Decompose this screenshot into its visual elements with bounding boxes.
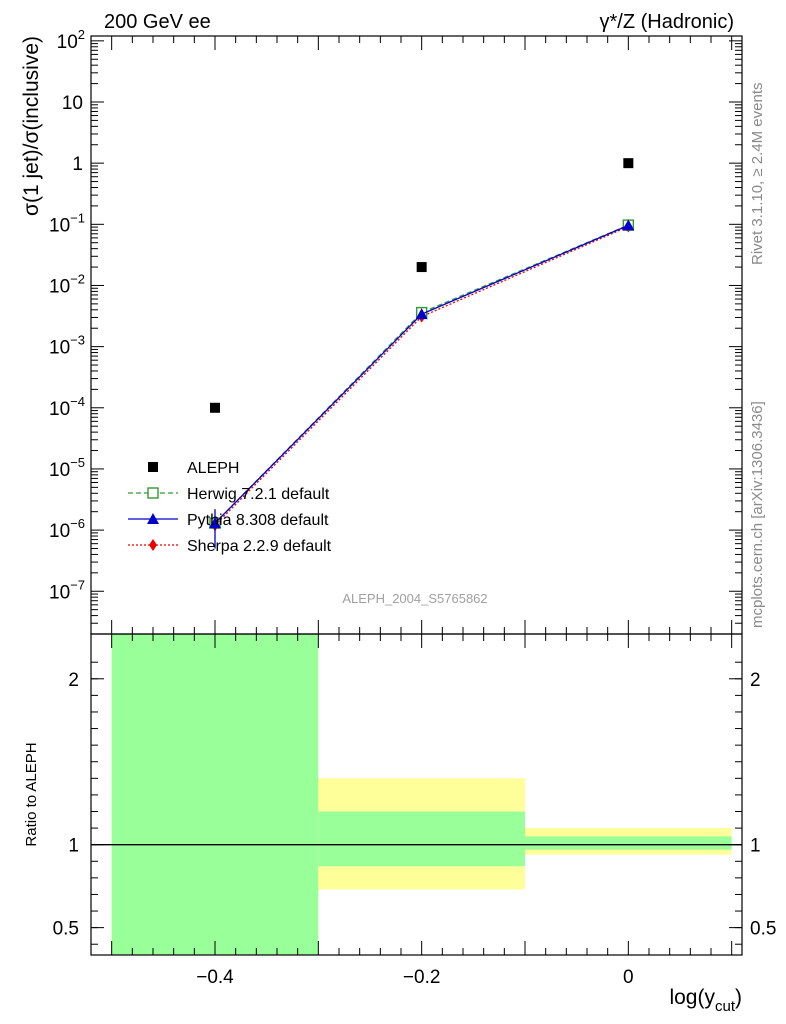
mcplots-label: mcplots.cern.ch [arXiv:1306.3436] bbox=[749, 401, 766, 628]
ratio-y-tick-label-right: 1 bbox=[750, 836, 761, 857]
ratio-y-tick-label-right: 2 bbox=[750, 670, 761, 691]
rivet-version-label: Rivet 3.1.10, ≥ 2.4M events bbox=[749, 83, 766, 266]
ratio-stat-band-0 bbox=[111, 634, 319, 955]
main-y-axis-label: σ(1 jet)/σ(inclusive) bbox=[20, 36, 43, 216]
pythia-point bbox=[209, 517, 221, 529]
ratio-bands bbox=[91, 634, 742, 955]
legend-marker-sherpa bbox=[149, 539, 157, 551]
main-y-tick-label: 10−2 bbox=[49, 271, 85, 297]
ratio-y-tick-label: 1 bbox=[68, 836, 79, 857]
pythia-point bbox=[415, 308, 428, 320]
legend-label-aleph: ALEPH bbox=[187, 460, 239, 477]
aleph-point bbox=[416, 262, 427, 273]
main-y-tick-label: 10 bbox=[62, 93, 83, 114]
main-y-tick-label: 10−7 bbox=[49, 577, 85, 603]
legend-label-herwig: Herwig 7.2.1 default bbox=[187, 486, 330, 503]
main-y-tick-label: 102 bbox=[57, 27, 85, 53]
main-y-tick-label: 10−4 bbox=[49, 394, 85, 420]
legend-marker-herwig bbox=[147, 487, 159, 499]
legend-label-sherpa: Sherpa 2.2.9 default bbox=[187, 538, 332, 555]
aleph-point bbox=[210, 402, 220, 413]
watermark: ALEPH_2004_S5765862 bbox=[342, 591, 487, 606]
legend-marker-aleph bbox=[148, 462, 158, 472]
main-y-tick-label: 10−6 bbox=[49, 516, 85, 542]
legend-marker-pythia bbox=[147, 513, 159, 524]
aleph-point bbox=[623, 158, 634, 169]
header-right: γ*/Z (Hadronic) bbox=[600, 11, 734, 33]
ratio-y-axis-label: Ratio to ALEPH bbox=[23, 742, 40, 846]
main-y-tick-label: 10−5 bbox=[49, 455, 85, 481]
x-tick-label: −0.4 bbox=[196, 967, 234, 988]
header-left: 200 GeV ee bbox=[104, 11, 211, 33]
main-series bbox=[209, 158, 635, 549]
legend: ALEPH Herwig 7.2.1 default Pythia 8.308 de… bbox=[128, 460, 332, 555]
x-tick-label: −0.2 bbox=[403, 967, 441, 988]
x-tick-label: 0 bbox=[623, 967, 634, 988]
ratio-y-tick-label: 0.5 bbox=[53, 919, 79, 940]
main-y-tick-label: 10−1 bbox=[49, 210, 85, 236]
ratio-y-tick-label: 2 bbox=[68, 670, 79, 691]
x-axis-label: log(ycut) bbox=[669, 986, 742, 1015]
legend-label-pythia: Pythia 8.308 default bbox=[187, 512, 329, 529]
ratio-stat-band-2 bbox=[525, 836, 732, 850]
pythia-point bbox=[622, 219, 635, 231]
axis-labels: σ(1 jet)/σ(inclusive) Ratio to ALEPH log(y… bbox=[20, 36, 742, 1015]
main-y-tick-label: 10−3 bbox=[49, 333, 85, 359]
main-y-tick-label: 1 bbox=[72, 154, 83, 175]
ratio-y-tick-label-right: 0.5 bbox=[750, 919, 776, 940]
ratio-stat-band-1 bbox=[318, 811, 525, 867]
